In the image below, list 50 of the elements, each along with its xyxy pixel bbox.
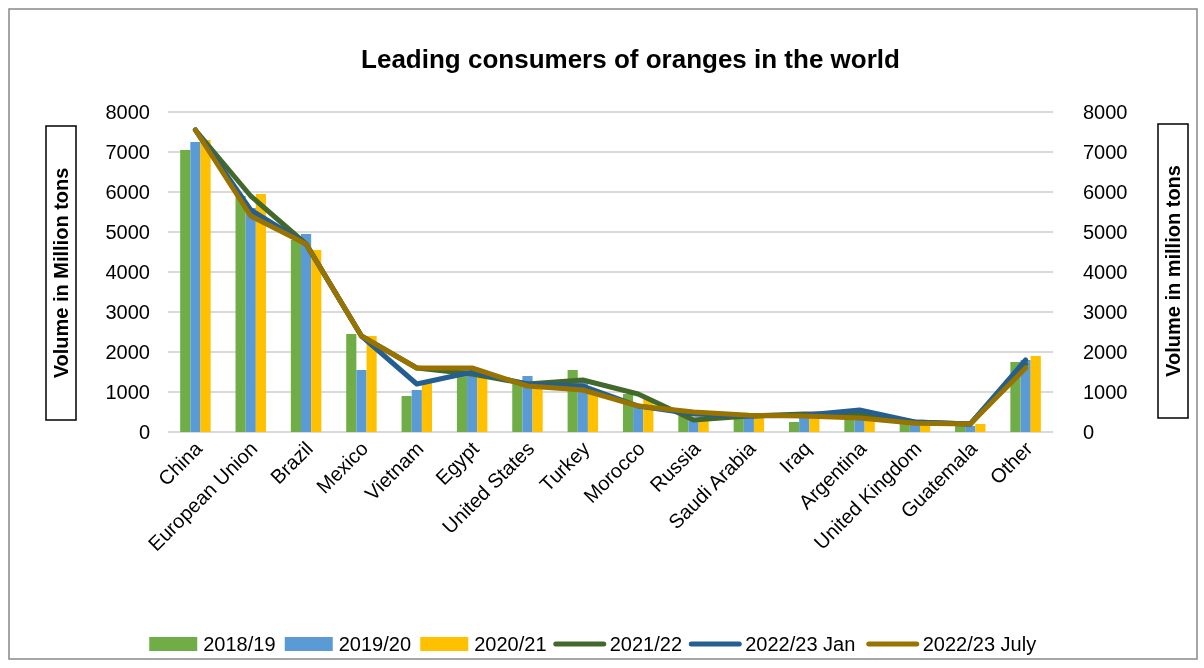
legend-label: 2022/23 Jan	[745, 633, 856, 655]
bar	[311, 250, 322, 432]
y-tick-label: 1000	[105, 381, 150, 403]
y-tick-label: 5000	[105, 221, 150, 243]
bar	[190, 142, 201, 432]
y2-tick-label: 3000	[1083, 301, 1128, 323]
legend-label: 2021/22	[609, 633, 683, 655]
y2-tick-label: 6000	[1083, 181, 1128, 203]
bar	[401, 396, 412, 432]
legend-label: 2022/23 July	[922, 633, 1037, 655]
bar	[467, 376, 478, 432]
y-tick-label: 3000	[105, 301, 150, 323]
legend-label: 2019/20	[338, 633, 412, 655]
y-tick-label: 0	[138, 421, 150, 443]
chart-title: Leading consumers of oranges in the world	[361, 44, 900, 74]
bar	[346, 334, 357, 432]
bar	[512, 384, 523, 432]
y2-tick-label: 5000	[1083, 221, 1128, 243]
bar	[356, 370, 367, 432]
bar	[975, 424, 986, 432]
y2-tick-label: 0	[1083, 421, 1095, 443]
y2-tick-label: 4000	[1083, 261, 1128, 283]
bar	[245, 208, 256, 432]
y-tick-label: 8000	[105, 101, 150, 123]
y-tick-label: 6000	[105, 181, 150, 203]
bar	[587, 392, 599, 432]
bar	[421, 382, 433, 432]
bar	[411, 390, 422, 432]
y2-tick-label: 7000	[1083, 141, 1128, 163]
y2-axis-title: Volume in million tons	[1162, 165, 1184, 377]
bar	[477, 376, 488, 432]
bar	[1030, 356, 1041, 432]
y-tick-label: 2000	[105, 341, 150, 363]
bar	[965, 426, 976, 432]
bar	[180, 150, 191, 432]
y2-tick-label: 1000	[1083, 381, 1128, 403]
bar	[235, 196, 246, 432]
legend-label: 2018/19	[203, 633, 276, 655]
legend-label: 2020/21	[474, 633, 547, 655]
bar	[290, 240, 302, 432]
y2-tick-label: 2000	[1083, 341, 1128, 363]
bar	[200, 140, 211, 432]
y-axis-title: Volume in Million tons	[50, 167, 72, 379]
bar	[788, 422, 800, 432]
bar	[532, 386, 543, 432]
y-tick-label: 7000	[105, 141, 150, 163]
bar	[255, 194, 266, 432]
y2-tick-label: 8000	[1083, 101, 1128, 123]
y-tick-label: 4000	[105, 261, 150, 283]
bar	[301, 234, 312, 432]
